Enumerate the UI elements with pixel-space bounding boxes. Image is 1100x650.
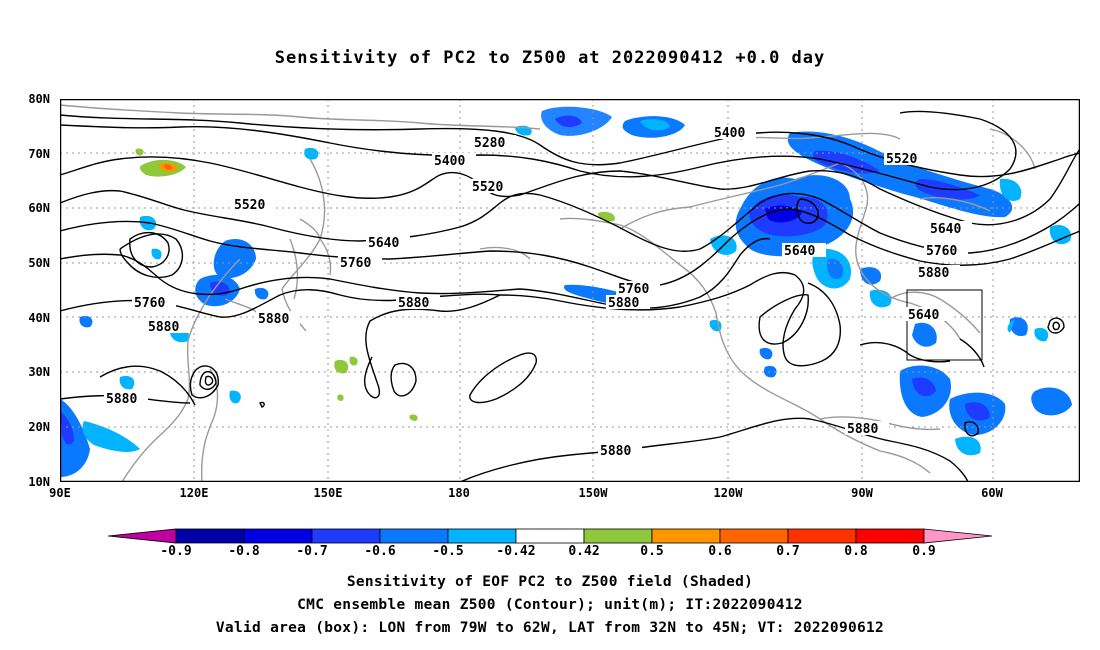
contour-label: 5640 (908, 308, 939, 323)
contour-label: 5880 (258, 312, 289, 327)
colorbar-tick-label: 0.6 (708, 544, 732, 559)
colorbar-tick-label: -0.5 (432, 544, 464, 559)
caption-line-2: CMC ensemble mean Z500 (Contour); unit(m… (297, 597, 803, 613)
contour-label: 5880 (608, 296, 639, 311)
colorbar-segment (311, 528, 381, 544)
colorbar-segment (175, 528, 245, 544)
colorbar-arrow-low (107, 528, 177, 544)
map-frame (60, 99, 1080, 482)
lon-label-120w: 120W (713, 486, 743, 500)
contour-label: 5400 (714, 126, 745, 141)
colorbar-segment (447, 528, 517, 544)
contour-label: 5280 (474, 136, 505, 151)
contour-label: 5880 (106, 392, 137, 407)
lat-label-60n: 60N (28, 201, 50, 215)
colorbar-tick-label: -0.6 (364, 544, 396, 559)
contour-label: 5880 (847, 422, 878, 437)
lon-label-90w: 90W (851, 486, 873, 500)
sensitivity-shading (60, 106, 1072, 477)
contour-label: 5640 (930, 222, 961, 237)
caption-line-3: Valid area (box): LON from 79W to 62W, L… (215, 620, 885, 636)
colorbar-tick-label: 0.8 (844, 544, 868, 559)
colorbar-segment (651, 528, 721, 544)
lon-label-180: 180 (448, 486, 470, 500)
map-panel: 5280 5400 5520 5520 5640 5760 5880 5400 … (60, 99, 1080, 482)
contour-label: 5520 (472, 180, 503, 195)
colorbar-segment (243, 528, 313, 544)
contour-label: 5640 (368, 236, 399, 251)
contour-label: 5760 (926, 244, 957, 259)
lat-label-40n: 40N (28, 311, 50, 325)
lon-label-150w: 150W (578, 486, 608, 500)
lon-label-90e: 90E (49, 486, 71, 500)
contour-label: 5640 (784, 244, 815, 259)
contour-label-group: 5280 5400 5520 5520 5640 5760 5880 5400 … (104, 125, 972, 459)
colorbar-segment (515, 528, 585, 544)
colorbar (107, 528, 993, 548)
colorbar-arrow-high (923, 528, 993, 544)
lat-label-70n: 70N (28, 147, 50, 161)
colorbar-tick-label: -0.7 (296, 544, 328, 559)
contour-label: 5880 (918, 266, 949, 281)
lon-label-120e: 120E (179, 486, 209, 500)
lat-label-10n: 10N (28, 475, 50, 489)
colorbar-tick-label: -0.42 (496, 544, 536, 559)
lat-label-30n: 30N (28, 365, 50, 379)
colorbar-segment (719, 528, 789, 544)
contour-label: 5880 (600, 444, 631, 459)
colorbar-segment (855, 528, 925, 544)
map-canvas: 5280 5400 5520 5520 5640 5760 5880 5400 … (60, 99, 1080, 482)
colorbar-tick-label: -0.8 (228, 544, 260, 559)
lat-label-20n: 20N (28, 420, 50, 434)
colorbar-tick-label: 0.7 (776, 544, 800, 559)
colorbar-tick-label: -0.9 (160, 544, 192, 559)
contour-label: 5880 (398, 296, 429, 311)
colorbar-tick-label: 0.42 (568, 544, 600, 559)
contour-label: 5520 (234, 198, 265, 213)
colorbar-tick-label: 0.5 (640, 544, 664, 559)
colorbar-tick-label: 0.9 (912, 544, 936, 559)
contour-label: 5400 (434, 154, 465, 169)
lat-label-80n: 80N (28, 92, 50, 106)
colorbar-segment (583, 528, 653, 544)
contour-label: 5760 (134, 296, 165, 311)
valid-area-box (906, 289, 983, 361)
lon-label-60w: 60W (981, 486, 1003, 500)
chart-title: Sensitivity of PC2 to Z500 at 2022090412… (274, 48, 826, 68)
lon-label-150e: 150E (313, 486, 343, 500)
contour-label: 5760 (340, 256, 371, 271)
contour-label: 5520 (886, 152, 917, 167)
lat-label-50n: 50N (28, 256, 50, 270)
contour-label: 5760 (618, 282, 649, 297)
colorbar-segment (379, 528, 449, 544)
caption-line-1: Sensitivity of EOF PC2 to Z500 field (Sh… (346, 574, 754, 590)
colorbar-segment (787, 528, 857, 544)
colorbar-svg (107, 528, 993, 544)
contour-label: 5880 (148, 320, 179, 335)
